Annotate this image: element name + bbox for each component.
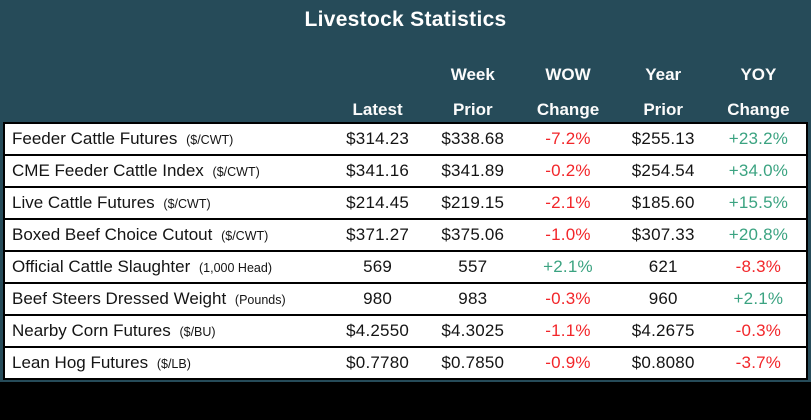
cell-wow-change: -1.1% (545, 321, 591, 340)
cell-wow-change: -0.9% (545, 353, 591, 372)
column-header-latest: Latest (352, 100, 403, 119)
row-label-cell: Lean Hog Futures ($/LB) (5, 348, 330, 378)
table-row-boxed-beef-choice-cutout: Boxed Beef Choice Cutout ($/CWT) $371.27… (5, 220, 806, 252)
cell-week-prior: 983 (458, 289, 488, 308)
cell-week-prior: $0.7850 (441, 353, 505, 372)
row-label: Boxed Beef Choice Cutout (12, 225, 213, 244)
row-label: Official Cattle Slaughter (12, 257, 191, 276)
cell-year-prior: 960 (648, 289, 678, 308)
table-row-nearby-corn-futures: Nearby Corn Futures ($/BU) $4.2550 $4.30… (5, 316, 806, 348)
cell-latest: $371.27 (346, 225, 410, 244)
cell-year-prior: $255.13 (631, 129, 695, 148)
cell-yoy-change: +15.5% (728, 193, 789, 212)
cell-wow-change: -1.0% (545, 225, 591, 244)
cell-latest: 569 (363, 257, 393, 276)
cell-latest: 980 (363, 289, 393, 308)
row-unit: ($/LB) (156, 357, 191, 371)
cell-year-prior: $185.60 (631, 193, 695, 212)
row-label-cell: Live Cattle Futures ($/CWT) (5, 188, 330, 218)
table-row-feeder-cattle-futures: Feeder Cattle Futures ($/CWT) $314.23 $3… (5, 124, 806, 156)
row-unit: (Pounds) (234, 293, 286, 307)
cell-year-prior: $0.8080 (631, 353, 695, 372)
footer-band (0, 382, 811, 420)
row-label: Live Cattle Futures (12, 193, 155, 212)
row-label-cell: Boxed Beef Choice Cutout ($/CWT) (5, 220, 330, 250)
row-label: Feeder Cattle Futures (12, 129, 178, 148)
cell-week-prior: $4.3025 (441, 321, 505, 340)
cell-week-prior: $338.68 (441, 129, 505, 148)
table-row-lean-hog-futures: Lean Hog Futures ($/LB) $0.7780 $0.7850 … (5, 348, 806, 378)
table-row-live-cattle-futures: Live Cattle Futures ($/CWT) $214.45 $219… (5, 188, 806, 220)
cell-week-prior: $219.15 (441, 193, 505, 212)
table-row-beef-steers-dressed-weight: Beef Steers Dressed Weight (Pounds) 980 … (5, 284, 806, 316)
cell-wow-change: -7.2% (545, 129, 591, 148)
table-header: Livestock Statistics Latest Week Prior W… (0, 0, 811, 122)
cell-wow-change: -0.2% (545, 161, 591, 180)
row-label-cell: Official Cattle Slaughter (1,000 Head) (5, 252, 330, 282)
cell-week-prior: 557 (458, 257, 488, 276)
cell-yoy-change: +34.0% (728, 161, 789, 180)
cell-year-prior: $307.33 (631, 225, 695, 244)
row-label-cell: Beef Steers Dressed Weight (Pounds) (5, 284, 330, 314)
cell-year-prior: $4.2675 (631, 321, 695, 340)
row-unit: ($/CWT) (163, 197, 211, 211)
cell-week-prior: $375.06 (441, 225, 505, 244)
cell-yoy-change: -3.7% (735, 353, 782, 372)
row-unit: (1,000 Head) (199, 261, 272, 275)
table-row-cme-feeder-cattle-index: CME Feeder Cattle Index ($/CWT) $341.16 … (5, 156, 806, 188)
row-label-cell: Nearby Corn Futures ($/BU) (5, 316, 330, 346)
row-label: Lean Hog Futures (12, 353, 149, 372)
row-label: CME Feeder Cattle Index (12, 161, 204, 180)
statistics-table: Feeder Cattle Futures ($/CWT) $314.23 $3… (3, 122, 808, 380)
column-header-row: Latest Week Prior WOW Change Year Prior … (5, 66, 806, 118)
cell-yoy-change: -0.3% (735, 321, 782, 340)
row-unit: ($/BU) (179, 325, 216, 339)
cell-yoy-change: +20.8% (728, 225, 789, 244)
row-label-cell: Feeder Cattle Futures ($/CWT) (5, 124, 330, 154)
column-header-week-prior: Week Prior (450, 65, 495, 119)
cell-latest: $0.7780 (346, 353, 410, 372)
row-label-cell: CME Feeder Cattle Index ($/CWT) (5, 156, 330, 186)
cell-week-prior: $341.89 (441, 161, 505, 180)
cell-wow-change: -0.3% (545, 289, 591, 308)
cell-wow-change: +2.1% (543, 257, 593, 276)
column-header-year-prior: Year Prior (643, 65, 684, 119)
cell-wow-change: -2.1% (545, 193, 591, 212)
column-header-wow-change: WOW Change (536, 65, 600, 119)
cell-latest: $214.45 (346, 193, 410, 212)
cell-year-prior: 621 (648, 257, 678, 276)
cell-yoy-change: +2.1% (733, 289, 784, 308)
row-label: Beef Steers Dressed Weight (12, 289, 227, 308)
row-unit: ($/CWT) (186, 133, 234, 147)
row-unit: ($/CWT) (212, 165, 260, 179)
table-row-official-cattle-slaughter: Official Cattle Slaughter (1,000 Head) 5… (5, 252, 806, 284)
page-title: Livestock Statistics (304, 8, 507, 31)
row-label: Nearby Corn Futures (12, 321, 171, 340)
column-header-yoy-change: YOY Change (727, 65, 790, 119)
cell-year-prior: $254.54 (631, 161, 695, 180)
cell-latest: $314.23 (346, 129, 410, 148)
cell-latest: $4.2550 (346, 321, 410, 340)
row-unit: ($/CWT) (221, 229, 269, 243)
cell-yoy-change: -8.3% (735, 257, 782, 276)
cell-latest: $341.16 (346, 161, 410, 180)
cell-yoy-change: +23.2% (728, 129, 789, 148)
